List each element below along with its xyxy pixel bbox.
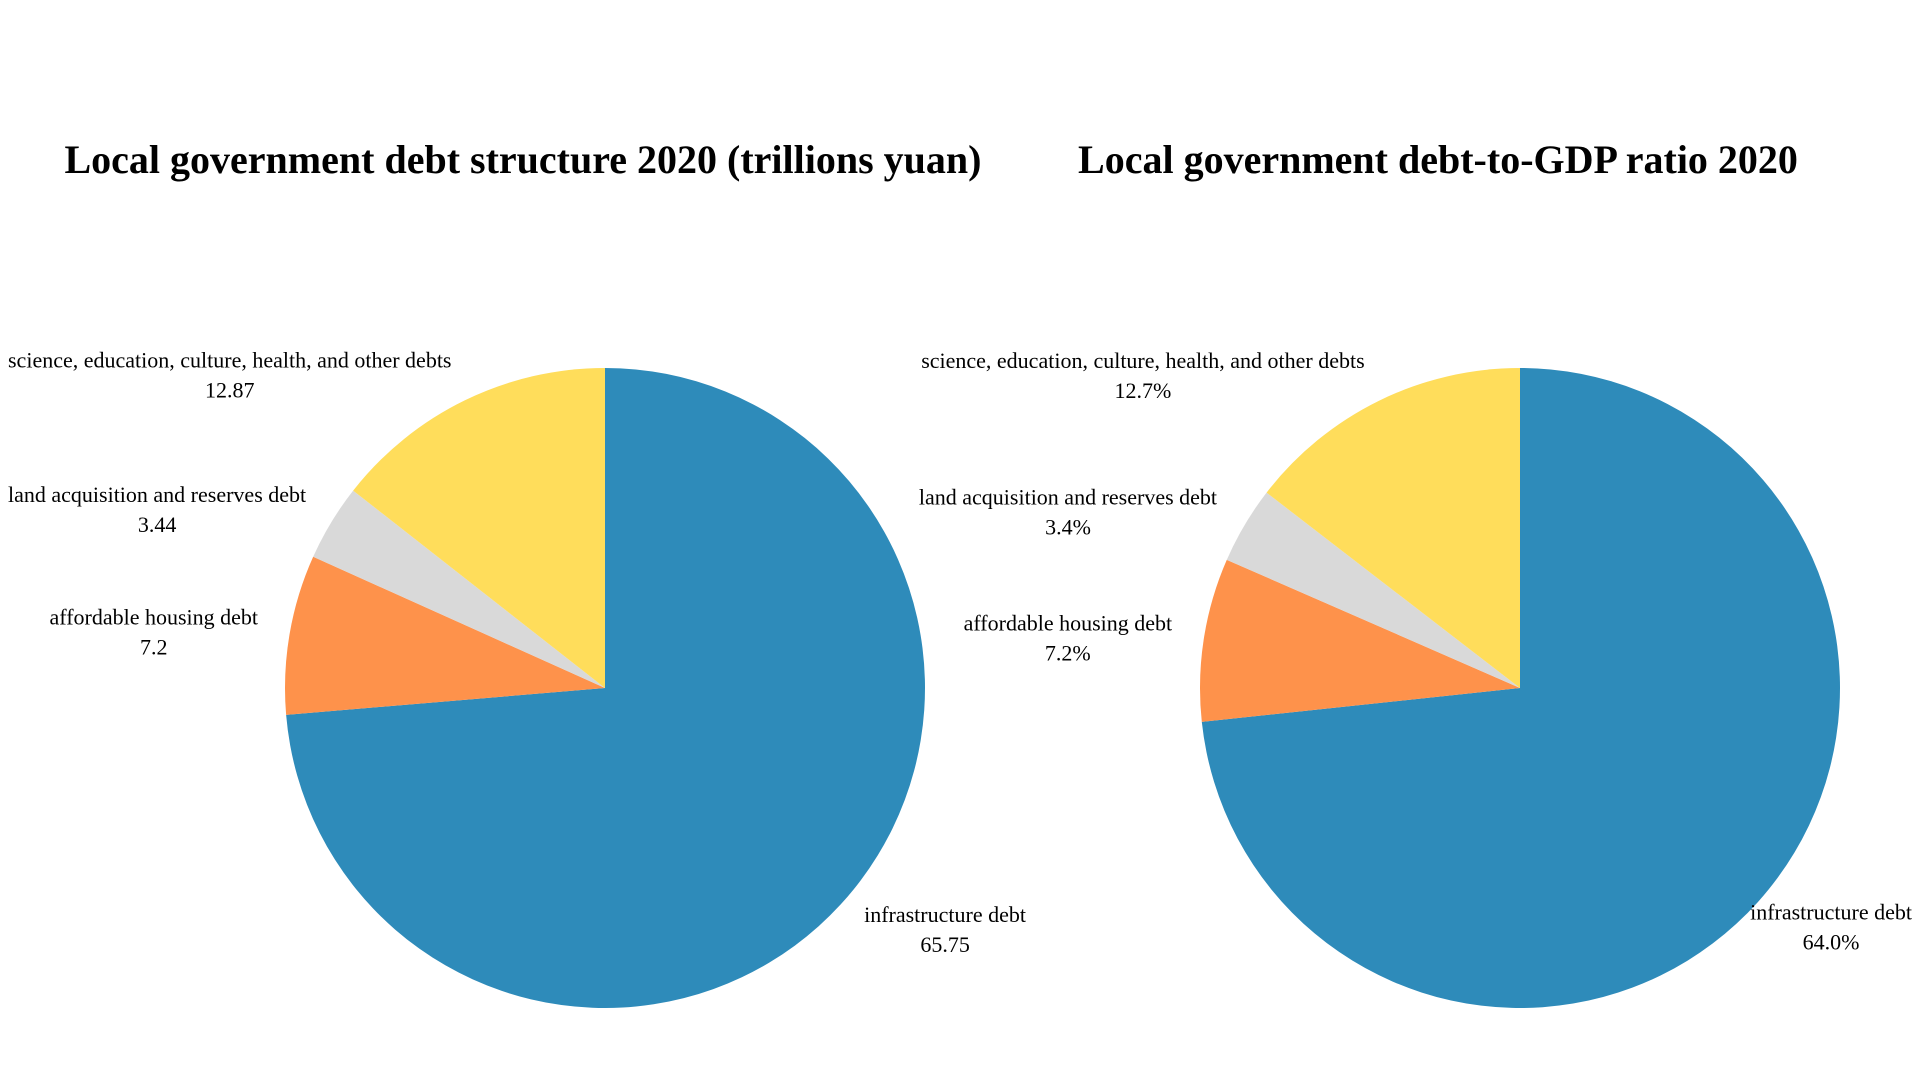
debt-structure-label-affordable-housing: affordable housing debt — [50, 605, 259, 630]
debt-to-gdp-value-infrastructure: 64.0% — [1803, 929, 1860, 954]
debt-to-gdp-label-science-education-other: science, education, culture, health, and… — [921, 348, 1364, 373]
debt-to-gdp-slice-science-education-other — [1266, 368, 1520, 688]
debt-to-gdp-value-affordable-housing: 7.2% — [1045, 640, 1091, 665]
debt-to-gdp-slice-land-acquisition — [1226, 492, 1520, 688]
debt-structure-slice-land-acquisition — [313, 490, 605, 688]
debt-structure-label-land-acquisition: land acquisition and reserves debt — [8, 482, 306, 507]
debt-structure-value-land-acquisition: 3.44 — [138, 512, 177, 537]
debt-structure-pie-chart: Local government debt structure 2020 (tr… — [8, 137, 1026, 1008]
debt-to-gdp-slices — [1199, 368, 1840, 1008]
debt-to-gdp-label-infrastructure: infrastructure debt — [1750, 899, 1912, 924]
debt-to-gdp-labels: infrastructure debt 64.0% affordable housi… — [919, 348, 1912, 954]
debt-structure-label-infrastructure: infrastructure debt — [864, 902, 1026, 927]
debt-to-gdp-slice-infrastructure — [1201, 368, 1840, 1008]
debt-to-gdp-label-affordable-housing: affordable housing debt — [964, 610, 1173, 635]
debt-structure-value-science-education-other: 12.87 — [205, 378, 255, 403]
debt-structure-label-science-education-other: science, education, culture, health, and… — [8, 348, 452, 373]
debt-to-gdp-pie-chart: Local government debt-to-GDP ratio 2020 … — [919, 137, 1912, 1008]
debt-to-gdp-value-land-acquisition: 3.4% — [1045, 515, 1091, 540]
debt-to-gdp-slice-affordable-housing — [1199, 559, 1520, 722]
debt-structure-slice-science-education-other — [353, 368, 605, 688]
debt-to-gdp-label-land-acquisition: land acquisition and reserves debt — [919, 485, 1217, 510]
debt-to-gdp-chart-title: Local government debt-to-GDP ratio 2020 — [1078, 137, 1798, 182]
debt-to-gdp-value-science-education-other: 12.7% — [1114, 378, 1171, 403]
debt-structure-slice-infrastructure — [286, 368, 925, 1008]
debt-structure-labels: infrastructure debt 65.75 affordable housi… — [8, 348, 1026, 958]
debt-structure-value-affordable-housing: 7.2 — [140, 635, 168, 660]
debt-structure-slices — [284, 368, 925, 1008]
debt-structure-chart-title: Local government debt structure 2020 (tr… — [65, 137, 982, 182]
debt-structure-value-infrastructure: 65.75 — [920, 932, 970, 957]
debt-structure-slice-affordable-housing — [284, 556, 605, 715]
